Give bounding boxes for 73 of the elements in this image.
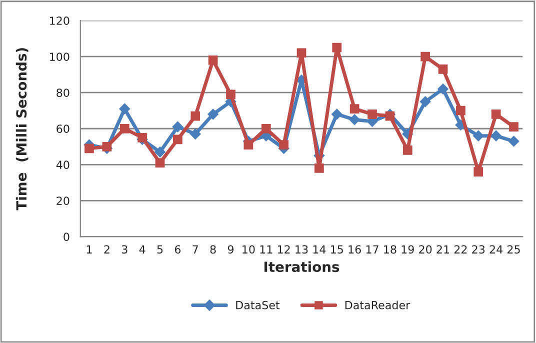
x-tick-label: 22 bbox=[454, 245, 467, 254]
x-tick-label: 14 bbox=[313, 245, 326, 254]
y-tick-label: 100 bbox=[50, 52, 70, 61]
point bbox=[261, 124, 271, 134]
y-tick-label: 80 bbox=[56, 88, 70, 97]
x-tick-label: 18 bbox=[384, 245, 396, 254]
point bbox=[314, 164, 324, 173]
x-tick-label: 12 bbox=[278, 245, 290, 254]
x-tick-label: 1 bbox=[86, 245, 92, 254]
legend-label: DataReader bbox=[345, 300, 410, 310]
point bbox=[84, 144, 94, 154]
y-axis-title: Time (Milli Seconds) bbox=[16, 48, 28, 210]
x-tick-label: 25 bbox=[508, 245, 520, 254]
x-tick-label: 15 bbox=[331, 245, 343, 254]
x-tick-label: 5 bbox=[157, 245, 163, 254]
x-tick-label: 24 bbox=[490, 245, 503, 254]
point bbox=[456, 106, 466, 116]
point bbox=[491, 110, 501, 119]
point bbox=[155, 158, 165, 168]
x-tick-label: 10 bbox=[242, 245, 255, 254]
y-tick-label: 120 bbox=[50, 16, 70, 25]
point bbox=[385, 111, 395, 121]
point bbox=[154, 146, 166, 158]
point bbox=[190, 128, 201, 140]
point bbox=[402, 146, 412, 155]
point bbox=[438, 84, 448, 94]
point bbox=[172, 134, 182, 144]
point bbox=[102, 142, 112, 152]
x-tick-label: 11 bbox=[260, 245, 272, 254]
point bbox=[296, 48, 306, 58]
point bbox=[244, 140, 254, 150]
point bbox=[331, 108, 342, 120]
point bbox=[438, 64, 448, 74]
point bbox=[190, 111, 200, 121]
point bbox=[349, 114, 360, 126]
point bbox=[172, 121, 184, 132]
x-tick-label: 9 bbox=[228, 245, 234, 254]
point bbox=[508, 136, 520, 147]
point bbox=[474, 167, 484, 177]
point bbox=[350, 104, 360, 114]
x-tick-label: 19 bbox=[402, 245, 414, 254]
x-tick-label: 21 bbox=[436, 245, 450, 254]
y-tick-label: 40 bbox=[56, 160, 70, 170]
point bbox=[368, 110, 377, 119]
legend-label: DataSet bbox=[236, 300, 280, 310]
x-tick-label: 4 bbox=[139, 245, 146, 254]
x-tick-label: 16 bbox=[348, 245, 361, 254]
point bbox=[420, 96, 431, 108]
point bbox=[226, 90, 236, 100]
x-tick-label: 20 bbox=[419, 245, 432, 254]
point bbox=[138, 132, 147, 142]
point bbox=[420, 52, 430, 62]
x-axis-title: Iterations bbox=[264, 261, 340, 272]
point bbox=[509, 122, 518, 132]
point bbox=[472, 130, 484, 142]
x-tick-label: 8 bbox=[210, 245, 216, 254]
point bbox=[490, 130, 502, 142]
y-tick-label: 20 bbox=[56, 196, 70, 206]
point bbox=[119, 103, 130, 114]
x-tick-label: 17 bbox=[366, 245, 378, 254]
point bbox=[279, 140, 288, 150]
x-tick-label: 2 bbox=[104, 245, 110, 254]
y-tick-label: 0 bbox=[64, 232, 70, 242]
x-tick-label: 13 bbox=[296, 245, 308, 254]
point bbox=[332, 42, 342, 52]
x-tick-label: 7 bbox=[192, 245, 198, 254]
y-tick-label: 60 bbox=[56, 124, 70, 134]
x-tick-label: 6 bbox=[174, 245, 181, 254]
x-tick-label: 3 bbox=[122, 245, 128, 254]
point bbox=[208, 108, 218, 120]
x-tick-label: 23 bbox=[472, 245, 485, 254]
point bbox=[208, 56, 218, 65]
point bbox=[120, 124, 130, 134]
